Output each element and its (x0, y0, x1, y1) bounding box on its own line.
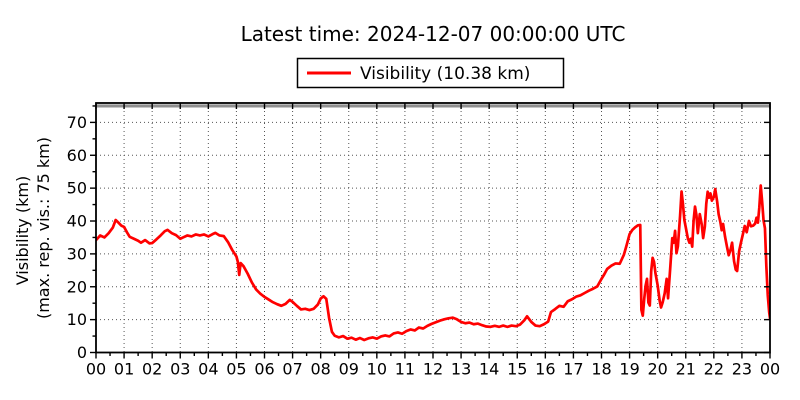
x-tick-label: 02 (142, 360, 162, 379)
x-tick-label: 21 (676, 360, 696, 379)
x-tick-label: 07 (282, 360, 302, 379)
x-tick-label: 19 (619, 360, 639, 379)
plot-area: 00 01 02 03 04 05 06 07 08 09 10 11 12 13 14 15 16 17 18 19… (67, 102, 780, 379)
y-tick-label: 10 (67, 310, 87, 329)
x-tick-label: 05 (226, 360, 246, 379)
y-axis-label-line2: (max. rep. vis.: 75 km) (34, 137, 53, 319)
x-tick-label: 04 (198, 360, 218, 379)
x-tick-label: 12 (423, 360, 443, 379)
x-tick-label: 13 (451, 360, 471, 379)
x-tick-label: 11 (395, 360, 415, 379)
x-tick-label: 01 (114, 360, 134, 379)
x-tick-label: 15 (507, 360, 527, 379)
y-axis-tick-labels: 0 10 20 30 40 50 60 70 (67, 113, 87, 362)
chart-title: Latest time: 2024-12-07 00:00:00 UTC (241, 22, 626, 46)
legend: Visibility (10.38 km) (296, 57, 565, 89)
visibility-series-line (96, 184, 770, 342)
legend-label: Visibility (10.38 km) (360, 64, 530, 84)
x-tick-label: 09 (339, 360, 359, 379)
axis-ticks (90, 103, 771, 359)
x-tick-label: 00 (86, 360, 106, 379)
x-tick-label: 06 (254, 360, 274, 379)
x-tick-label: 23 (732, 360, 752, 379)
x-tick-label: 10 (367, 360, 387, 379)
visibility-line-path (96, 184, 770, 342)
x-tick-label: 17 (563, 360, 583, 379)
y-tick-label: 70 (67, 113, 87, 132)
x-tick-label: 14 (479, 360, 499, 379)
y-tick-label: 60 (67, 146, 87, 165)
x-tick-label: 08 (310, 360, 330, 379)
grid-lines (96, 103, 770, 353)
y-tick-label: 50 (67, 179, 87, 198)
y-axis-label: Visibility (km) (max. rep. vis.: 75 km) (13, 137, 53, 319)
y-tick-label: 40 (67, 212, 87, 231)
x-tick-label: 18 (591, 360, 611, 379)
y-axis-label-line1: Visibility (km) (13, 176, 32, 285)
y-tick-label: 0 (77, 343, 87, 362)
x-tick-label: 20 (647, 360, 667, 379)
y-tick-label: 20 (67, 277, 87, 296)
x-axis-tick-labels: 00 01 02 03 04 05 06 07 08 09 10 11 12 13 14 15 16 17 18 19… (86, 360, 780, 379)
y-tick-label: 30 (67, 244, 87, 263)
x-tick-label: 03 (170, 360, 190, 379)
x-tick-label: 16 (535, 360, 555, 379)
x-tick-label: 00 (760, 360, 780, 379)
x-tick-label: 22 (704, 360, 724, 379)
